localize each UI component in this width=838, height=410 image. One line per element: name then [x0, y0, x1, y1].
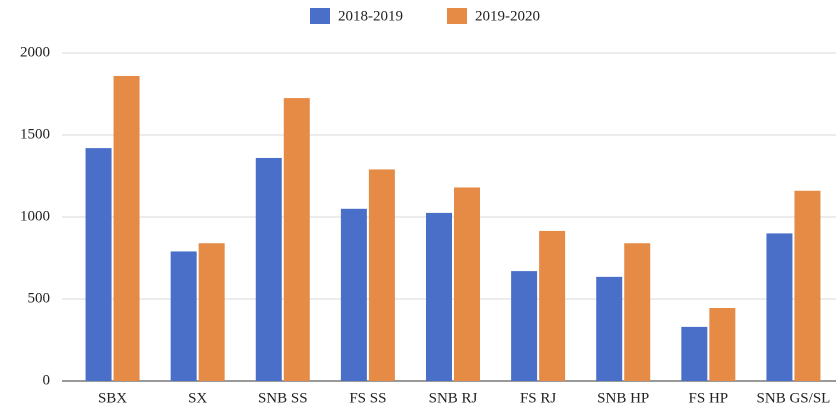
bar: [454, 187, 480, 381]
bar: [539, 230, 566, 381]
legend-label: 2018-2019: [338, 8, 403, 24]
x-tick-label: SNB GS/SL: [757, 390, 831, 406]
bar: [283, 98, 310, 381]
bar: [340, 208, 367, 381]
bar: [624, 243, 651, 381]
y-tick-label: 1500: [20, 126, 50, 142]
bar: [794, 190, 821, 381]
x-tick-label: FS SS: [349, 390, 386, 406]
bar: [766, 233, 793, 381]
bar: [426, 212, 452, 381]
bar: [170, 251, 197, 381]
bar: [596, 276, 623, 381]
y-tick-label: 1000: [20, 208, 50, 224]
y-tick-label: 500: [28, 290, 51, 306]
y-tick-label: 2000: [20, 44, 50, 60]
bar: [85, 148, 112, 381]
bar: [681, 326, 708, 381]
legend-label: 2019-2020: [475, 8, 540, 24]
bar: [255, 157, 282, 381]
legend-swatch: [310, 8, 330, 24]
x-tick-label: SNB HP: [597, 390, 649, 406]
bar: [113, 75, 140, 382]
bar: [368, 169, 395, 381]
x-tick-label: SNB RJ: [429, 390, 478, 406]
bar: [511, 271, 538, 381]
bar: [198, 243, 225, 381]
x-tick-label: SX: [188, 390, 207, 406]
x-tick-label: SBX: [98, 390, 127, 406]
y-tick-label: 0: [43, 372, 51, 388]
x-tick-label: SNB SS: [258, 390, 308, 406]
x-tick-label: FS HP: [689, 390, 729, 406]
bar: [709, 308, 736, 381]
x-tick-label: FS RJ: [520, 390, 556, 406]
legend-swatch: [447, 8, 467, 24]
